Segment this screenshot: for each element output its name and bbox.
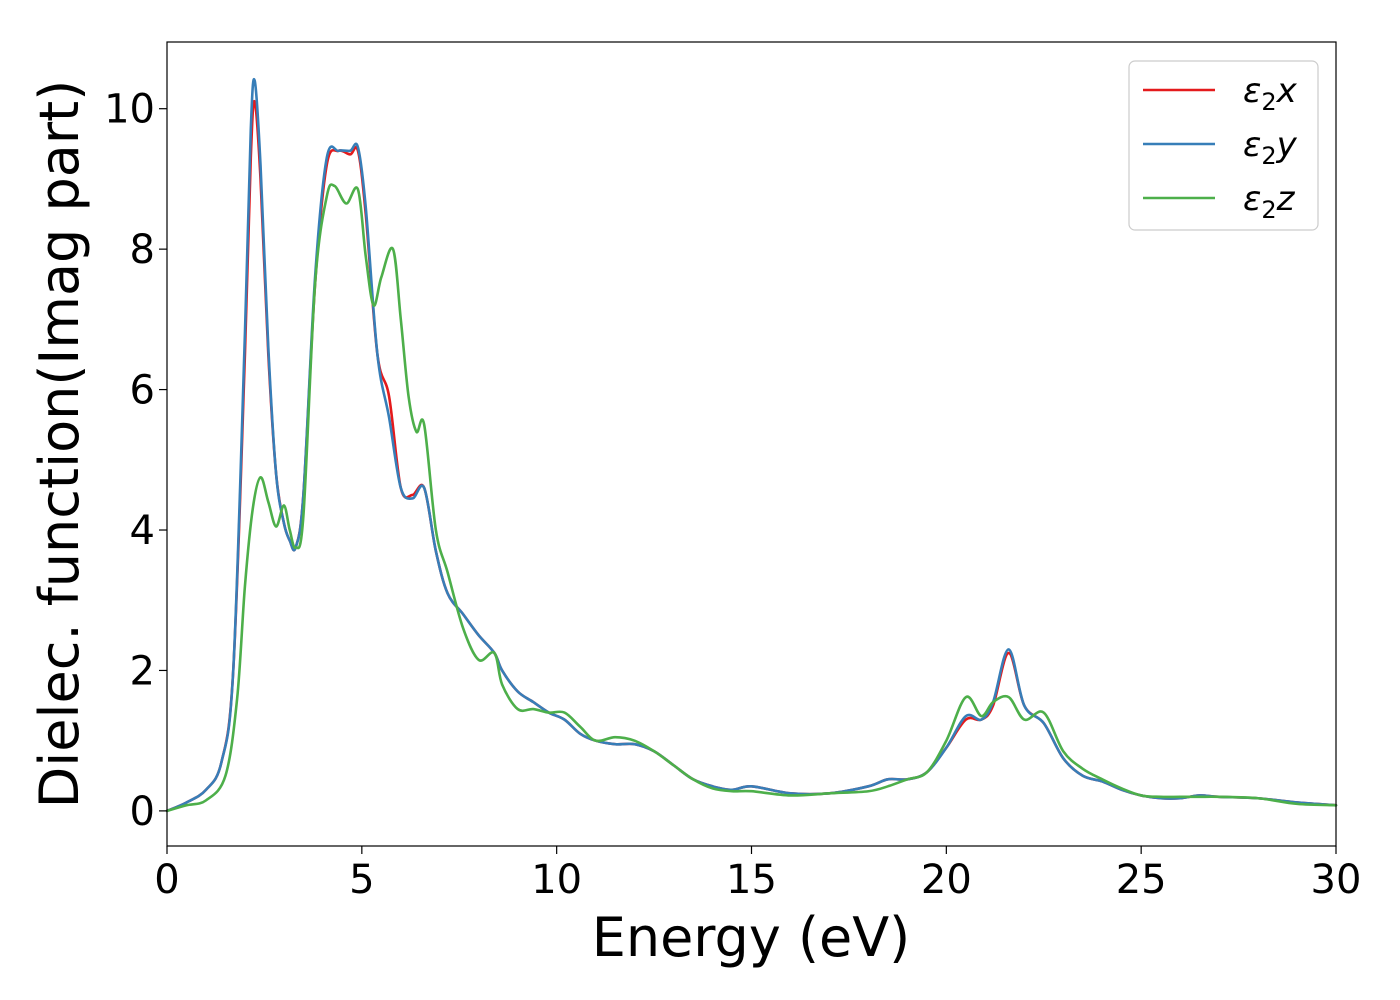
legend-entry-y: ε2y: [1243, 125, 1298, 170]
legend-variable: x: [1276, 71, 1298, 111]
x-tick-label: 30: [1311, 857, 1362, 903]
series-layer: [165, 78, 1338, 813]
y-tick-label: 6: [130, 368, 155, 414]
legend-variable: y: [1276, 125, 1298, 165]
legend-subscript: 2: [1261, 88, 1276, 116]
legend-entry-z: ε2z: [1243, 179, 1296, 224]
legend-entry-x: ε2x: [1243, 71, 1298, 116]
y-tick-label: 10: [104, 87, 155, 133]
series-line-z: [165, 183, 1338, 813]
legend-subscript: 2: [1261, 196, 1276, 224]
legend-symbol: ε: [1243, 71, 1261, 111]
x-tick-label: 0: [154, 857, 179, 903]
x-tick-label: 5: [349, 857, 374, 903]
x-tick-label: 15: [726, 857, 777, 903]
axis-ticks: 0 5 10 15 20 25 30 0 2 4 6 8 10: [104, 87, 1361, 903]
x-tick-label: 10: [531, 857, 582, 903]
y-tick-label: 0: [130, 789, 155, 835]
x-tick-label: 20: [921, 857, 972, 903]
y-tick-label: 4: [130, 508, 155, 554]
y-tick-label: 8: [130, 227, 155, 273]
legend-symbol: ε: [1243, 125, 1261, 165]
legend-variable: z: [1276, 179, 1296, 219]
x-tick-label: 25: [1116, 857, 1167, 903]
legend-subscript: 2: [1261, 142, 1276, 170]
legend-box: [1128, 60, 1319, 231]
x-axis-label: Energy (eV): [592, 906, 911, 969]
legend-symbol: ε: [1243, 179, 1261, 219]
y-tick-label: 2: [130, 648, 155, 694]
y-axis-label: Dielec. function(Imag part): [28, 80, 91, 809]
